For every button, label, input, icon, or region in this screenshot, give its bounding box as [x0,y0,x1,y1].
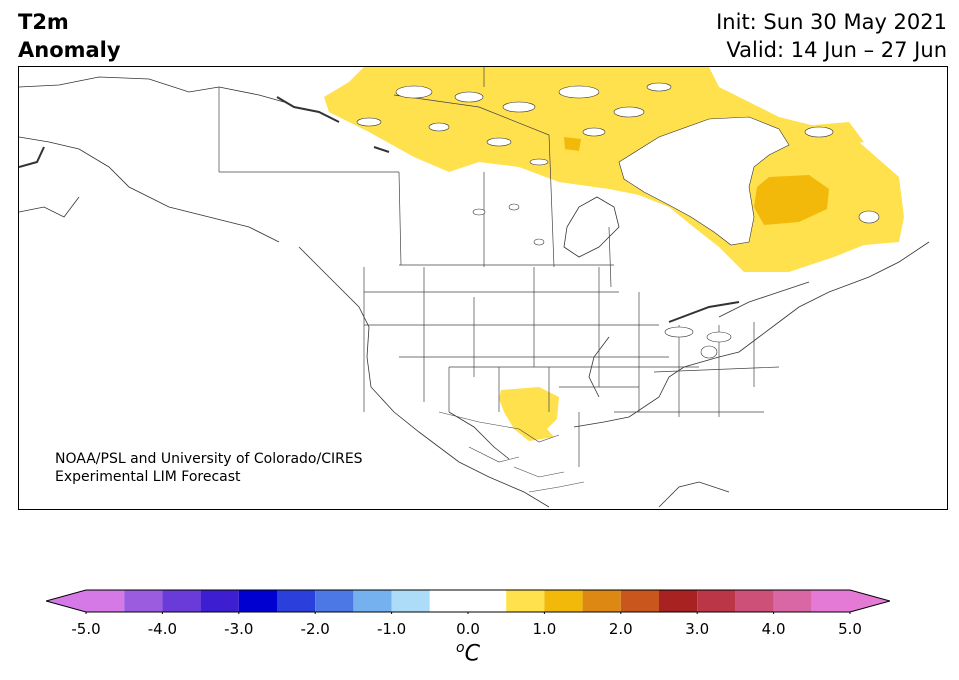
colorbar-tick-2: -3.0 [224,620,254,638]
unit-degree: o [456,640,465,656]
map-svg [19,67,930,508]
anomaly-region-canada-north [399,67,491,85]
colorbar-bin-13 [659,590,698,612]
colorbar-tick-7: 2.0 [608,620,633,638]
mexico-states [438,411,585,493]
data-credit: NOAA/PSL and University of Colorado/CIRE… [55,450,363,486]
anomaly-region-labrador-core [754,175,829,225]
colorbar-bin-2 [200,590,239,612]
title-line-1: T2m [18,10,69,34]
major-waterways [19,96,740,323]
title-line-2: Anomaly [18,38,121,62]
anomaly-region-texas [499,387,559,441]
colorbar-bin-7 [391,590,430,612]
colorbar-bin-12 [620,590,659,612]
colorbar-tick-1: -4.0 [147,620,178,638]
lakes [472,203,732,359]
colorbar-bin-6 [353,590,392,612]
colorbar-bin-16 [773,590,812,612]
colorbar-tick-10: 5.0 [838,620,862,638]
colorbar-bin-4 [277,590,316,612]
colorbar-tick-5: 0.0 [456,620,480,638]
anomaly-region-hudson-small [564,137,581,151]
credit-line-1: NOAA/PSL and University of Colorado/CIRE… [55,451,363,467]
colorbar-bin-14 [697,590,736,612]
colorbar [46,589,890,614]
colorbar-bin-1 [162,590,201,612]
colorbar-bin-3 [238,590,277,612]
credit-line-2: Experimental LIM Forecast [55,469,241,485]
colorbar-tick-6: 1.0 [532,620,557,638]
colorbar-tick-4: -1.0 [376,620,407,638]
colorbar-bin-10 [544,590,583,612]
map-panel [18,66,948,510]
forecast-dates: Init: Sun 30 May 2021 Valid: 14 Jun – 27… [716,8,947,64]
colorbar-bin-15 [735,590,774,612]
anomaly-region-canada [324,67,904,272]
colorbar-bin-8 [429,590,507,612]
colorbar-tick-3: -2.0 [300,620,330,638]
canada-provinces [218,67,614,288]
valid-period: Valid: 14 Jun – 27 Jun [726,38,947,62]
us-states [363,267,780,467]
colorbar-over-arrow [811,590,890,612]
colorbar-unit: oC [456,640,480,666]
colorbar-bin-0 [124,590,163,612]
colorbar-tick-labels: -5.0 -4.0 -3.0 -2.0 -1.0 0.0 1.0 2.0 3.0 4.0 5.0 [0,620,959,640]
unit-letter: C [464,641,480,667]
init-date: Init: Sun 30 May 2021 [716,10,947,34]
colorbar-tick-8: 3.0 [685,620,710,638]
greenland-interior [618,116,790,246]
colorbar-bin-11 [582,590,621,612]
colorbar-tick-9: 4.0 [761,620,786,638]
colorbar-bin-5 [315,590,354,612]
colorbar-bin-9 [506,590,545,612]
arctic-islands [356,82,880,224]
map-title: T2m Anomaly [18,8,121,64]
colorbar-under-arrow [46,590,125,612]
colorbar-tick-0: -5.0 [71,620,101,638]
